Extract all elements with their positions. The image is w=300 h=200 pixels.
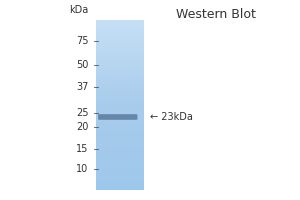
Text: 15: 15	[76, 144, 88, 154]
Text: Western Blot: Western Blot	[176, 8, 256, 21]
FancyBboxPatch shape	[98, 114, 137, 120]
Text: ← 23kDa: ← 23kDa	[150, 112, 193, 122]
Text: 50: 50	[76, 60, 88, 70]
Text: 10: 10	[76, 164, 88, 174]
Text: 20: 20	[76, 122, 88, 132]
Text: 37: 37	[76, 82, 88, 92]
Text: 25: 25	[76, 108, 88, 118]
Text: 75: 75	[76, 36, 88, 46]
Text: kDa: kDa	[69, 5, 88, 15]
